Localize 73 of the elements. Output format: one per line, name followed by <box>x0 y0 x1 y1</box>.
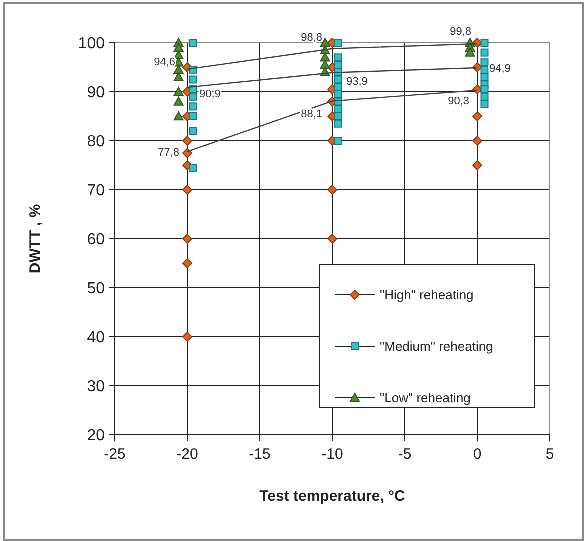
x-tick-label: -10 <box>322 446 344 463</box>
data-label: 98,8 <box>301 32 322 44</box>
point <box>182 234 192 244</box>
point <box>174 112 184 121</box>
point <box>480 39 489 47</box>
point <box>472 112 482 122</box>
point <box>334 39 342 47</box>
point <box>334 83 342 92</box>
legend-label: "High" reheating <box>380 288 474 303</box>
point <box>480 86 489 94</box>
y-tick-label: 50 <box>87 280 106 298</box>
y-tick-label: 70 <box>87 182 106 200</box>
data-label: 94,9 <box>490 62 511 75</box>
point <box>480 58 489 67</box>
x-tick-label: -15 <box>249 446 271 463</box>
point <box>320 60 330 70</box>
point <box>189 92 198 101</box>
point <box>334 120 342 128</box>
point <box>334 112 342 120</box>
legend-label: "Low" reheating <box>380 390 471 406</box>
point <box>334 61 342 70</box>
data-label: 90,3 <box>448 96 470 108</box>
point <box>334 105 342 114</box>
y-axis-title: DWTT , % <box>27 204 44 274</box>
data-label: 93,9 <box>346 76 368 88</box>
point <box>328 185 338 195</box>
data-label: 77,8 <box>158 146 180 159</box>
point <box>174 72 184 82</box>
point <box>189 76 198 84</box>
point <box>472 160 482 170</box>
point <box>480 100 489 108</box>
point <box>182 136 192 146</box>
point <box>182 258 192 268</box>
point <box>189 102 198 111</box>
x-axis-title: Test temperature, °C <box>260 488 406 505</box>
point <box>328 234 338 244</box>
point <box>465 48 476 57</box>
x-tick-label: 0 <box>473 446 482 463</box>
point <box>174 96 184 106</box>
x-tick-label: -5 <box>398 446 412 463</box>
x-tick-label: -25 <box>104 446 126 463</box>
point <box>334 54 342 62</box>
point <box>174 64 184 74</box>
point <box>320 52 330 62</box>
point <box>480 48 489 57</box>
y-tick-label: 60 <box>87 232 106 249</box>
point <box>320 38 330 48</box>
y-tick-label: 80 <box>87 134 106 151</box>
point <box>189 39 198 47</box>
y-tick-label: 40 <box>87 330 106 347</box>
data-label: 94,6 <box>154 56 176 68</box>
point <box>189 127 198 136</box>
point <box>174 87 184 96</box>
point <box>182 332 192 342</box>
y-tick-label: 100 <box>78 36 106 53</box>
point <box>334 137 342 145</box>
point <box>480 66 489 74</box>
point <box>189 112 198 120</box>
y-tick-label: 30 <box>87 378 106 396</box>
point <box>480 92 489 101</box>
legend-label: "Medium" reheating <box>380 339 494 354</box>
data-label: 88,1 <box>301 108 322 120</box>
point <box>174 42 184 52</box>
data-label: 99,8 <box>450 26 472 38</box>
point <box>472 136 482 146</box>
x-tick-label: -20 <box>176 446 198 463</box>
point <box>334 90 342 98</box>
point <box>174 50 184 60</box>
y-tick-label: 20 <box>87 428 106 445</box>
point <box>189 164 198 172</box>
x-tick-label: 5 <box>546 446 554 463</box>
point <box>182 185 192 195</box>
y-tick-label: 90 <box>87 84 106 102</box>
